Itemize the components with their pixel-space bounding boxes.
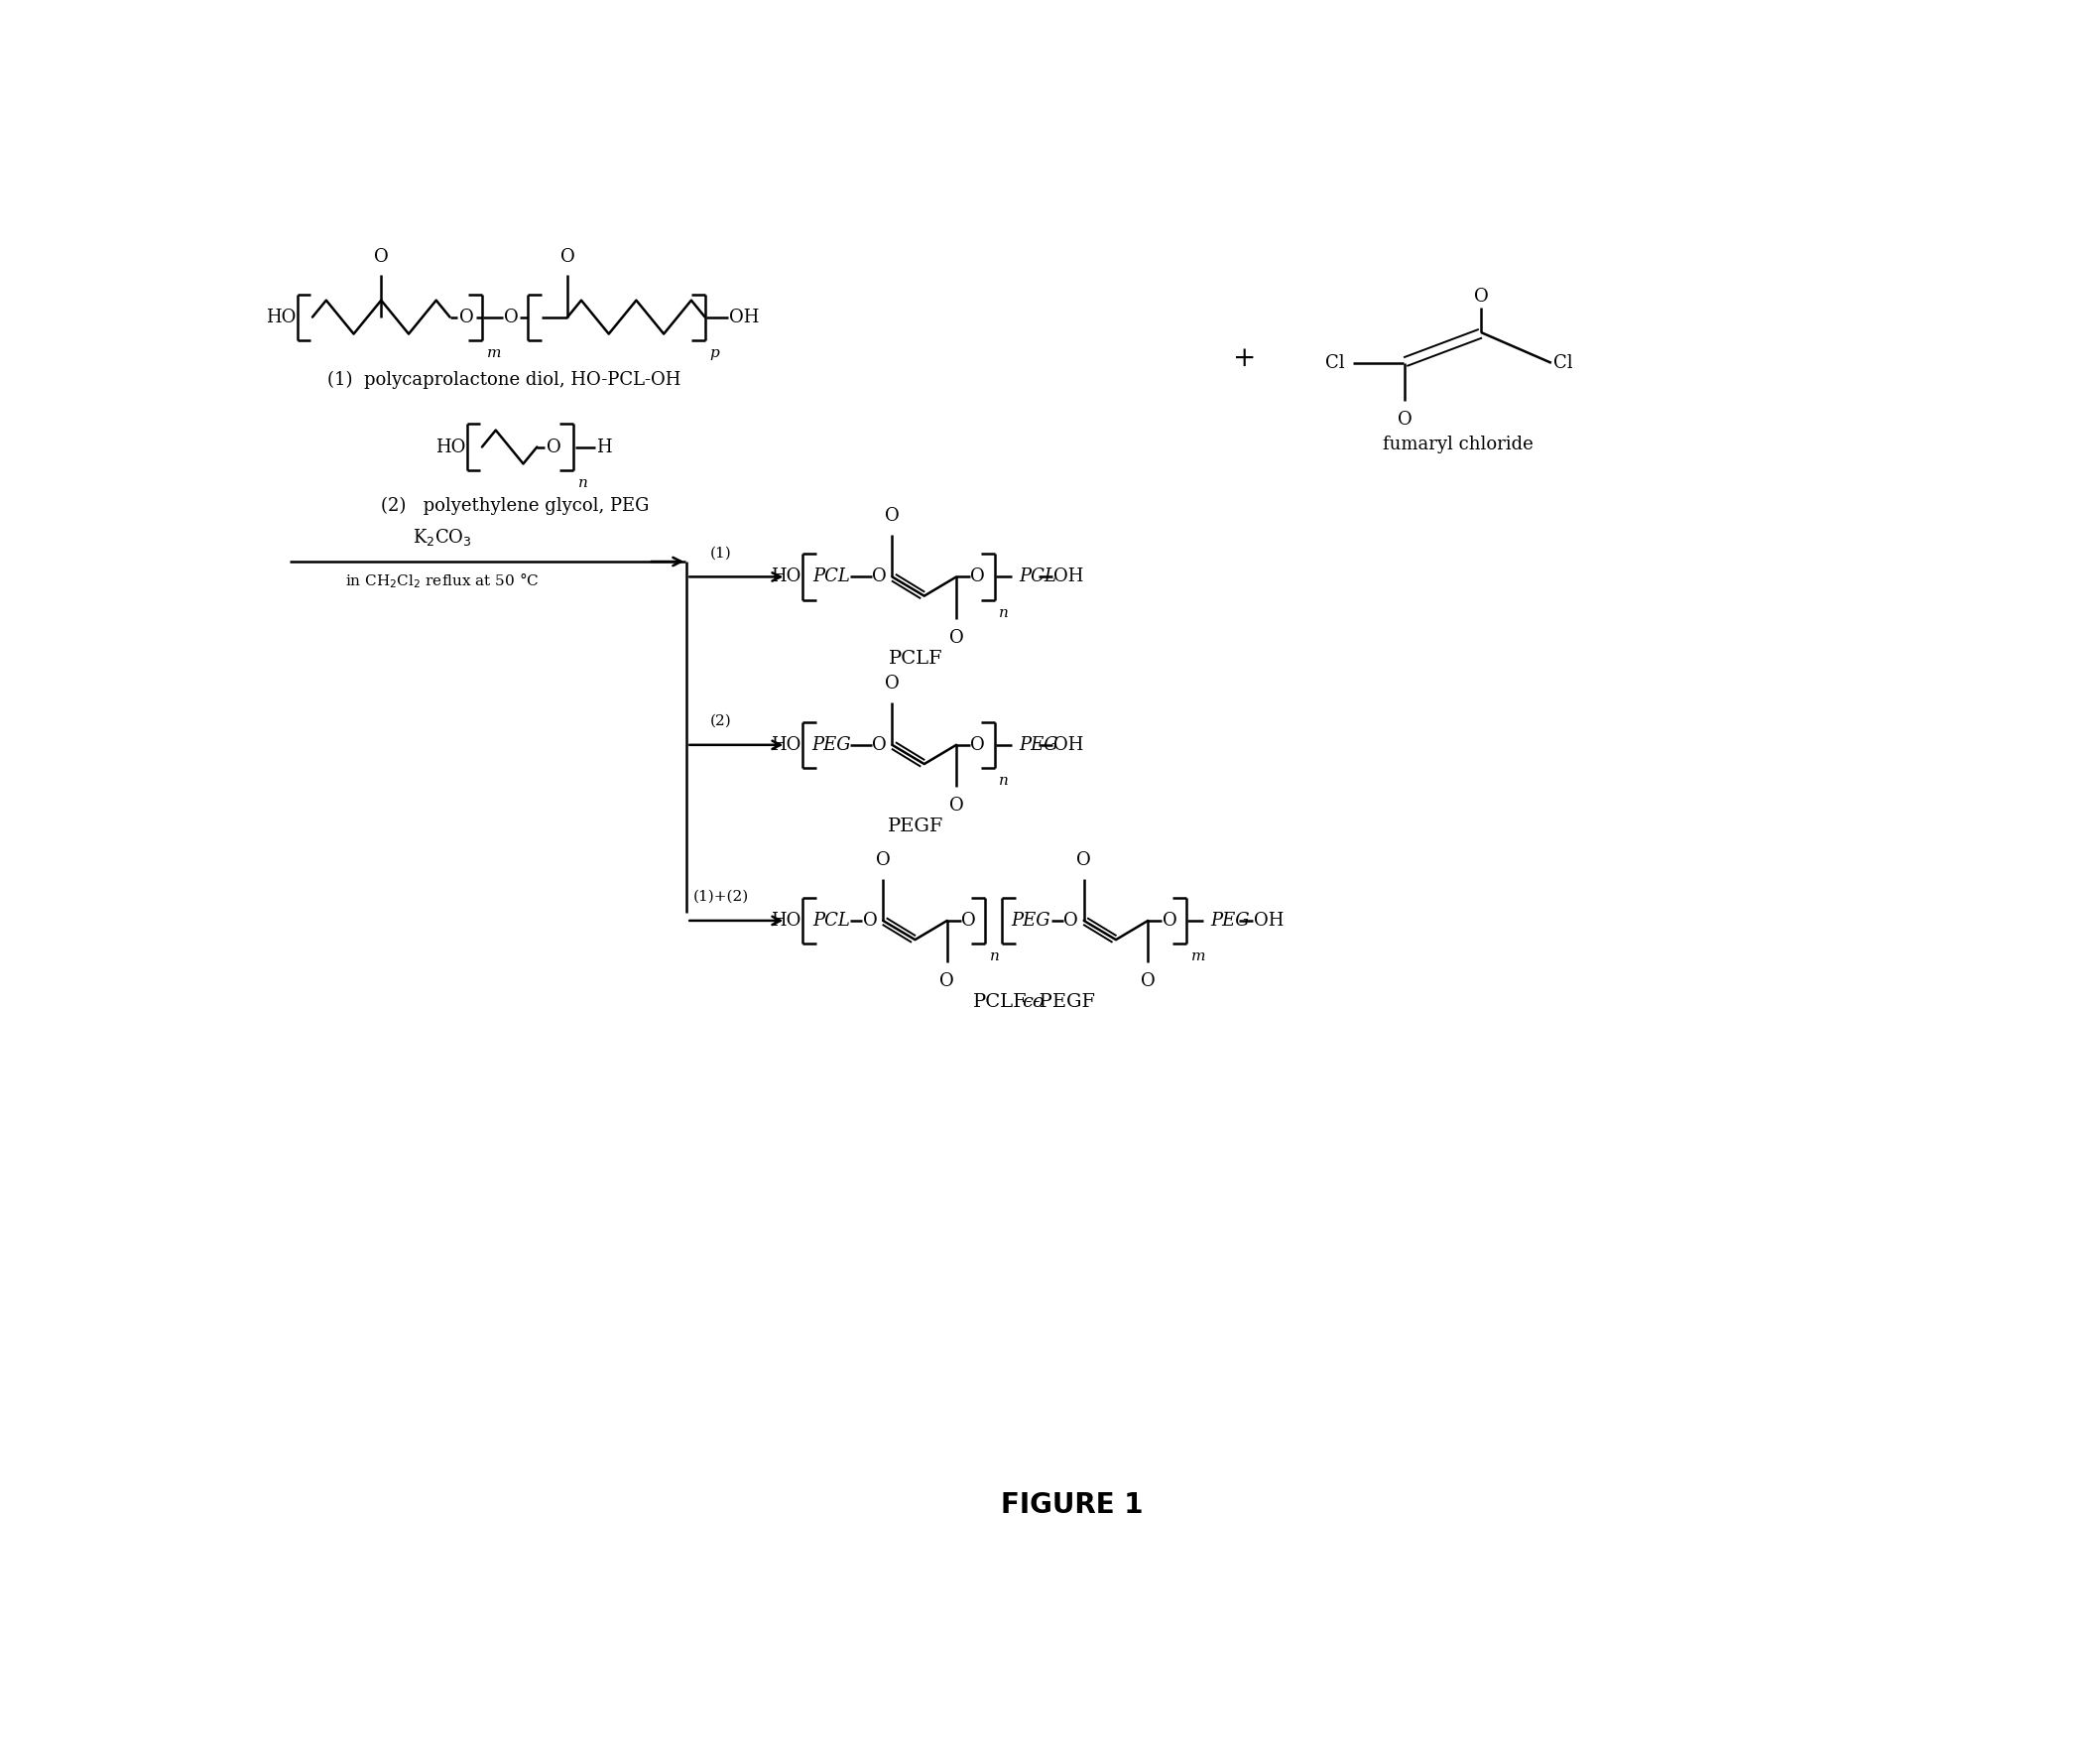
- Text: m: m: [1190, 949, 1204, 963]
- Text: O: O: [1163, 912, 1177, 930]
- Text: PCLF: PCLF: [889, 649, 943, 667]
- Text: O: O: [1397, 411, 1411, 429]
- Text: n: n: [999, 774, 1008, 789]
- Text: HO: HO: [772, 736, 801, 753]
- Text: OH: OH: [730, 309, 759, 326]
- Text: PCL: PCL: [1018, 568, 1056, 586]
- Text: O: O: [970, 736, 985, 753]
- Text: (2)   polyethylene glycol, PEG: (2) polyethylene glycol, PEG: [381, 497, 650, 515]
- Text: PEG: PEG: [1012, 912, 1052, 930]
- Text: HO: HO: [772, 568, 801, 586]
- Text: O: O: [949, 797, 964, 815]
- Text: O: O: [1142, 972, 1156, 990]
- Text: HO: HO: [435, 437, 464, 455]
- Text: +: +: [1234, 346, 1257, 372]
- Text: O: O: [1474, 288, 1489, 305]
- Text: O: O: [970, 568, 985, 586]
- Text: O: O: [864, 912, 878, 930]
- Text: O: O: [884, 676, 899, 693]
- Text: O: O: [460, 309, 475, 326]
- Text: O: O: [1064, 912, 1079, 930]
- Text: HO: HO: [266, 309, 295, 326]
- Text: (2): (2): [709, 714, 732, 729]
- Text: PEG: PEG: [1018, 736, 1058, 753]
- Text: n: n: [579, 476, 588, 490]
- Text: Cl: Cl: [1554, 355, 1572, 372]
- Text: H: H: [596, 437, 613, 455]
- Text: O: O: [872, 736, 887, 753]
- Text: (1)+(2): (1)+(2): [692, 889, 749, 903]
- Text: co: co: [1022, 993, 1043, 1011]
- Text: HO: HO: [772, 912, 801, 930]
- Text: O: O: [949, 628, 964, 647]
- Text: -PEGF: -PEGF: [1033, 993, 1096, 1011]
- Text: PCLF-: PCLF-: [972, 993, 1033, 1011]
- Text: O: O: [876, 850, 891, 868]
- Text: OH: OH: [1255, 912, 1284, 930]
- Text: O: O: [504, 309, 519, 326]
- Text: OH: OH: [1054, 736, 1083, 753]
- Text: Cl: Cl: [1326, 355, 1345, 372]
- Text: PEGF: PEGF: [889, 817, 943, 836]
- Text: p: p: [709, 346, 719, 360]
- Text: O: O: [546, 437, 560, 455]
- Text: fumaryl chloride: fumaryl chloride: [1382, 436, 1533, 453]
- Text: O: O: [374, 249, 389, 266]
- Text: n: n: [989, 949, 999, 963]
- Text: PEG: PEG: [1211, 912, 1250, 930]
- Text: PCL: PCL: [813, 912, 851, 930]
- Text: K$_2$CO$_3$: K$_2$CO$_3$: [412, 527, 473, 549]
- Text: O: O: [962, 912, 976, 930]
- Text: O: O: [560, 249, 575, 266]
- Text: O: O: [939, 972, 953, 990]
- Text: m: m: [487, 346, 502, 360]
- Text: (1)  polycaprolactone diol, HO-PCL-OH: (1) polycaprolactone diol, HO-PCL-OH: [328, 370, 682, 388]
- Text: PCL: PCL: [813, 568, 851, 586]
- Text: O: O: [884, 506, 899, 526]
- Text: (1): (1): [709, 547, 732, 559]
- Text: FIGURE 1: FIGURE 1: [999, 1491, 1144, 1519]
- Text: n: n: [999, 605, 1008, 619]
- Text: PEG: PEG: [811, 736, 851, 753]
- Text: in CH$_2$Cl$_2$ reflux at 50 $\degree$C: in CH$_2$Cl$_2$ reflux at 50 $\degree$C: [345, 572, 539, 591]
- Text: O: O: [1077, 850, 1092, 868]
- Text: OH: OH: [1054, 568, 1083, 586]
- Text: O: O: [872, 568, 887, 586]
